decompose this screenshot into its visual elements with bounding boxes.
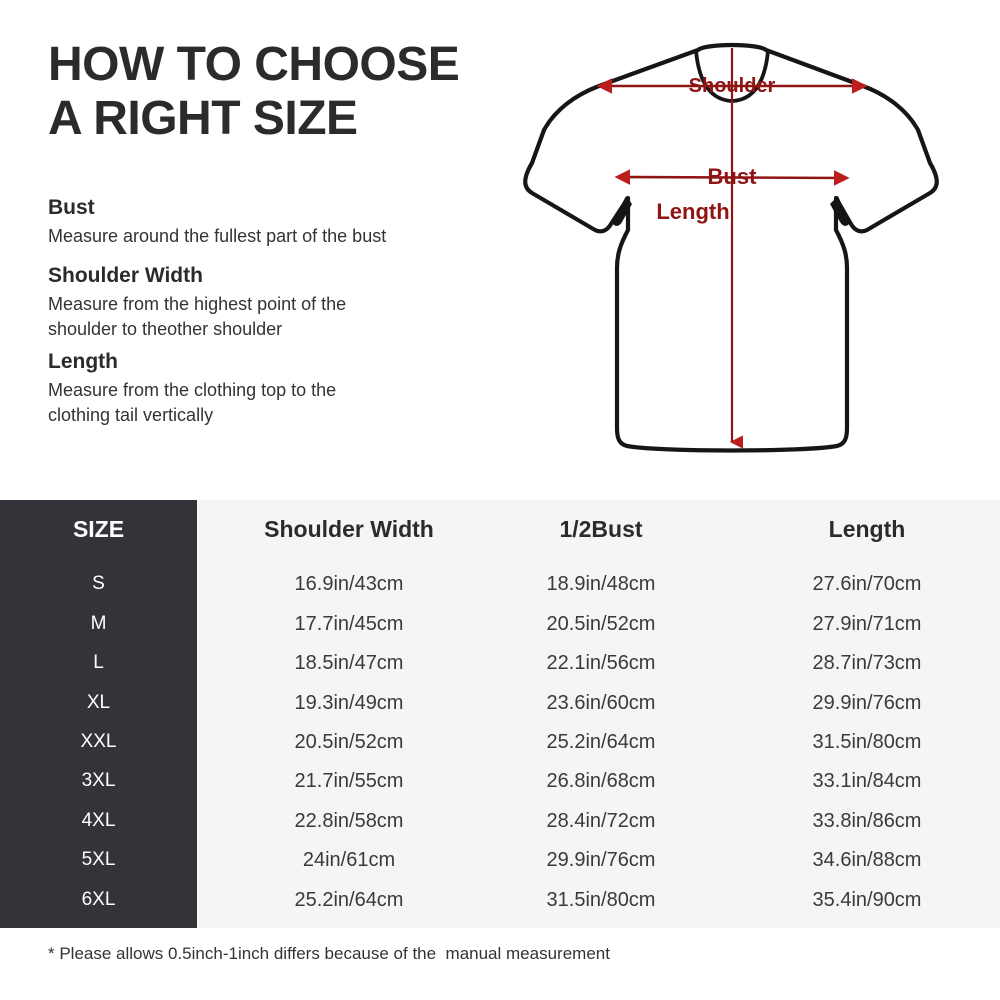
svg-text:Length: Length <box>656 199 729 224</box>
